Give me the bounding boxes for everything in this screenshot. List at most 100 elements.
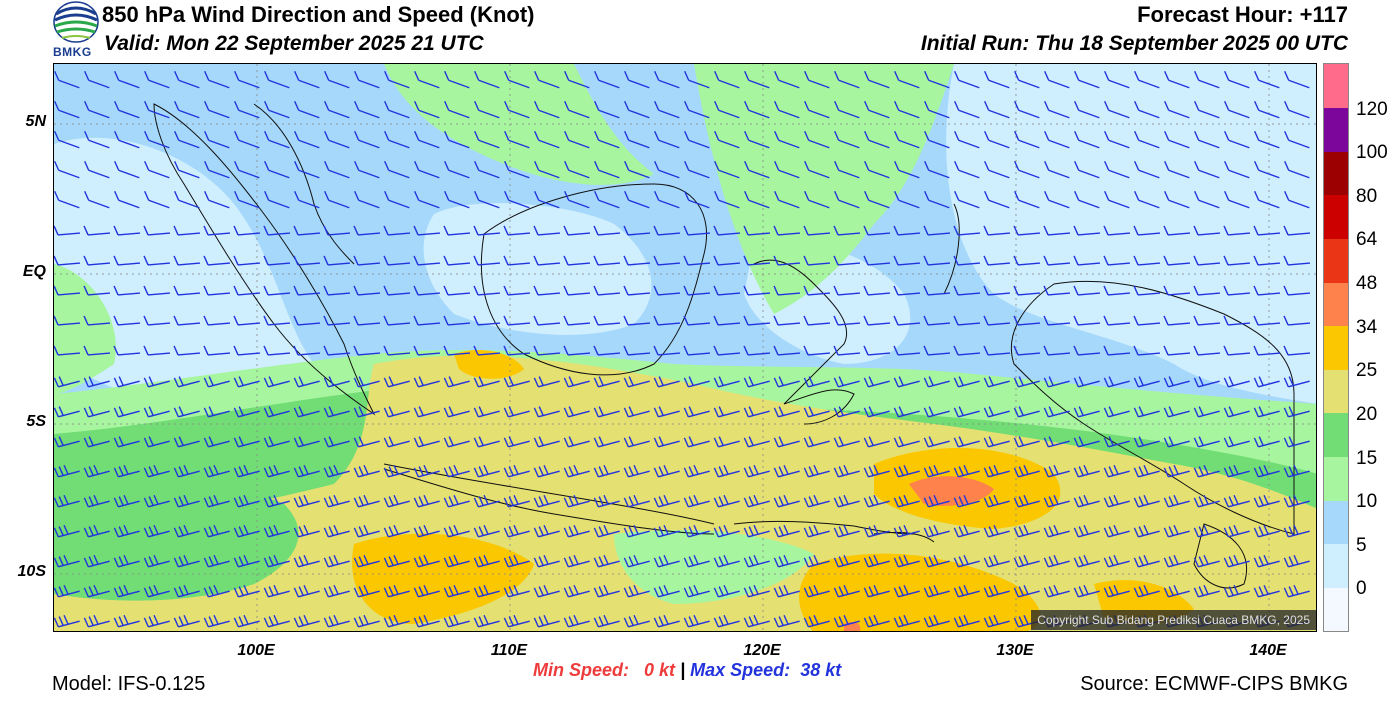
wind-barb-flag [1048, 376, 1054, 386]
wind-barb-shaft [1077, 292, 1101, 296]
wind-barb-shaft [808, 500, 830, 508]
wind-barb-shaft [628, 79, 650, 89]
wind-barb-flag [423, 614, 429, 625]
wind-barb-shaft [478, 139, 500, 149]
wind-barb-shaft [1198, 560, 1220, 568]
wind-barb-flag [868, 586, 874, 596]
wind-barb-flag [1078, 556, 1084, 566]
wind-barb-flag [983, 617, 990, 628]
wind-barb-shaft [328, 410, 350, 418]
wind-barb-flag [178, 556, 184, 566]
wind-barb-shaft [357, 232, 381, 236]
wind-barb-flag [1263, 494, 1269, 505]
wind-barb-flag [204, 160, 210, 171]
wind-barb-flag [508, 586, 514, 596]
wind-barb-shaft [298, 440, 320, 448]
wind-barb-flag [538, 436, 544, 446]
wind-barb-flag [804, 190, 810, 201]
wind-barb-flag [624, 70, 630, 81]
wind-barb-shaft [208, 590, 230, 598]
wind-barb-shaft [448, 199, 470, 209]
wind-barb-flag [593, 345, 599, 356]
wind-barb-flag [118, 376, 124, 386]
wind-map[interactable] [53, 63, 1317, 632]
wind-barb-shaft [1197, 262, 1221, 266]
wind-barb-flag [538, 466, 544, 476]
wind-barb-shaft [1108, 500, 1130, 508]
wind-barb-shaft [568, 620, 590, 628]
wind-barb-flag [598, 556, 604, 566]
wind-barb-flag [1193, 407, 1200, 418]
wind-barb-flag [533, 255, 539, 266]
wind-barb-flag [1014, 70, 1020, 81]
wind-barb-shaft [328, 620, 350, 628]
wind-barb-shaft [987, 322, 1011, 326]
wind-barb-flag [813, 584, 819, 595]
wind-barb-shaft [1108, 109, 1130, 119]
wind-barb-flag [1074, 100, 1080, 111]
wind-barb-flag [743, 285, 749, 296]
wind-barb-flag [654, 70, 660, 81]
wind-barb-flag [384, 130, 390, 141]
wind-barb-flag [873, 554, 879, 565]
wind-barb-flag [54, 100, 60, 111]
wind-barb-shaft [148, 380, 170, 388]
wind-barb-flag [1043, 315, 1049, 326]
wind-barb-flag [688, 496, 694, 506]
wind-barb-flag [123, 554, 129, 565]
wind-barb-shaft [837, 262, 861, 266]
wind-barb-shaft [1138, 590, 1160, 598]
wind-barb-flag [208, 556, 214, 566]
wind-barb-flag [143, 225, 149, 236]
wind-barb-flag [483, 464, 489, 475]
wind-barb-flag [83, 467, 90, 478]
wind-barb-flag [688, 556, 694, 566]
wind-barb-flag [1013, 407, 1020, 418]
wind-barb-flag [1203, 494, 1209, 505]
wind-barb-shaft [988, 169, 1010, 179]
wind-barb-shaft [1138, 169, 1160, 179]
wind-barb-flag [598, 586, 604, 596]
wind-barb-flag [1103, 437, 1110, 448]
wind-barb-shaft [178, 410, 200, 418]
wind-barb-flag [1288, 436, 1294, 446]
wind-barb-shaft [987, 352, 1011, 356]
wind-barb-flag [83, 527, 90, 538]
wind-barb-flag [383, 587, 390, 598]
wind-barb-flag [263, 497, 270, 508]
wind-barb-shaft [958, 530, 980, 538]
bmkg-logo-icon [53, 1, 99, 43]
wind-barb-shaft [418, 500, 440, 508]
wind-barb-shaft [928, 590, 950, 598]
wind-barb-flag [863, 437, 870, 448]
wind-barb-flag [208, 616, 214, 626]
wind-barb-flag [658, 556, 664, 566]
wind-barb-flag [654, 100, 660, 111]
wind-barb-flag [1203, 554, 1209, 565]
wind-barb-flag [63, 584, 69, 595]
wind-barb-shaft [537, 352, 561, 356]
wind-barb-flag [93, 524, 99, 535]
wind-barb-flag [743, 557, 750, 568]
wind-barb-flag [1113, 584, 1119, 595]
wind-barb-flag [443, 557, 450, 568]
wind-barb-flag [1133, 557, 1140, 568]
wind-barb-shaft [1168, 560, 1190, 568]
wind-barb-shaft [178, 169, 200, 179]
wind-barb-shaft [1227, 262, 1251, 266]
wind-barb-flag [393, 614, 399, 625]
wind-barb-shaft [658, 79, 680, 89]
wind-barb-shaft [88, 79, 110, 89]
wind-barb-flag [233, 285, 239, 296]
wind-barb-flag [893, 587, 900, 598]
halmahera-coast [943, 203, 960, 295]
wind-barb-flag [264, 130, 270, 141]
wind-barb-flag [418, 616, 424, 626]
wind-barb-flag [713, 467, 720, 478]
wind-barb-flag [1073, 255, 1079, 266]
wind-barb-shaft [778, 380, 800, 388]
wind-barb-flag [1283, 315, 1289, 326]
wind-barb-shaft [268, 530, 290, 538]
wind-barb-flag [963, 494, 969, 505]
wind-barb-flag [54, 190, 60, 201]
